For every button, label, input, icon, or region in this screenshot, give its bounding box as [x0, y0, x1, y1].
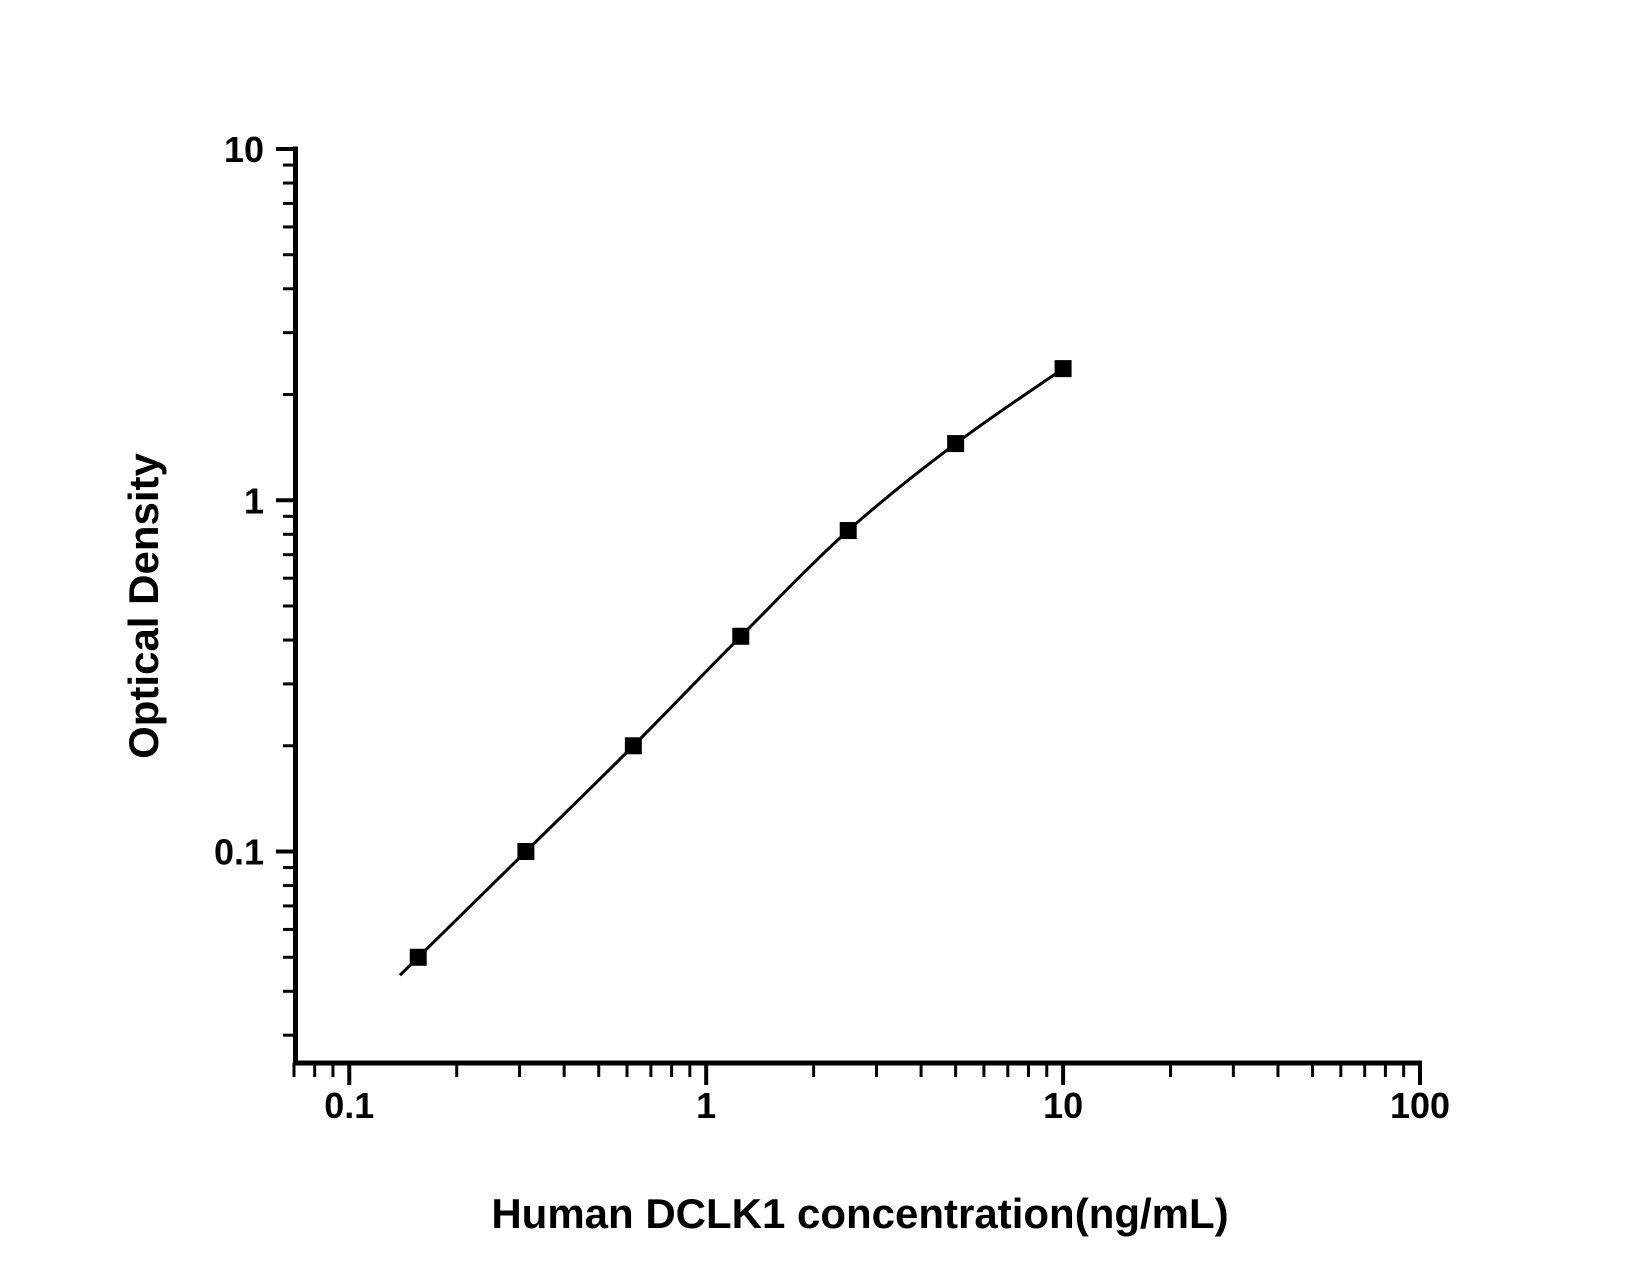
- x-tick-label: 100: [1390, 1085, 1450, 1126]
- data-point-marker: [624, 737, 642, 755]
- x-axis-title: Human DCLK1 concentration(ng/mL): [491, 1190, 1228, 1237]
- plot-area: 0.1 1 10 100 0.1 1 10: [214, 129, 1450, 1126]
- x-tick-label: 0.1: [324, 1085, 374, 1126]
- x-tick-label: 1: [696, 1085, 716, 1126]
- data-point-marker: [839, 522, 857, 540]
- y-tick-label: 0.1: [214, 832, 264, 873]
- data-point-marker: [1054, 360, 1072, 378]
- y-axis-title: Optical Density: [120, 452, 167, 758]
- data-point-marker: [409, 948, 427, 966]
- data-point-marker: [947, 435, 965, 453]
- data-point-marker: [732, 627, 750, 645]
- y-tick-label: 1: [244, 480, 264, 521]
- x-tick-label: 10: [1043, 1085, 1083, 1126]
- data-point-marker: [517, 843, 535, 861]
- fit-curve: [398, 367, 1064, 977]
- y-tick-label: 10: [224, 129, 264, 170]
